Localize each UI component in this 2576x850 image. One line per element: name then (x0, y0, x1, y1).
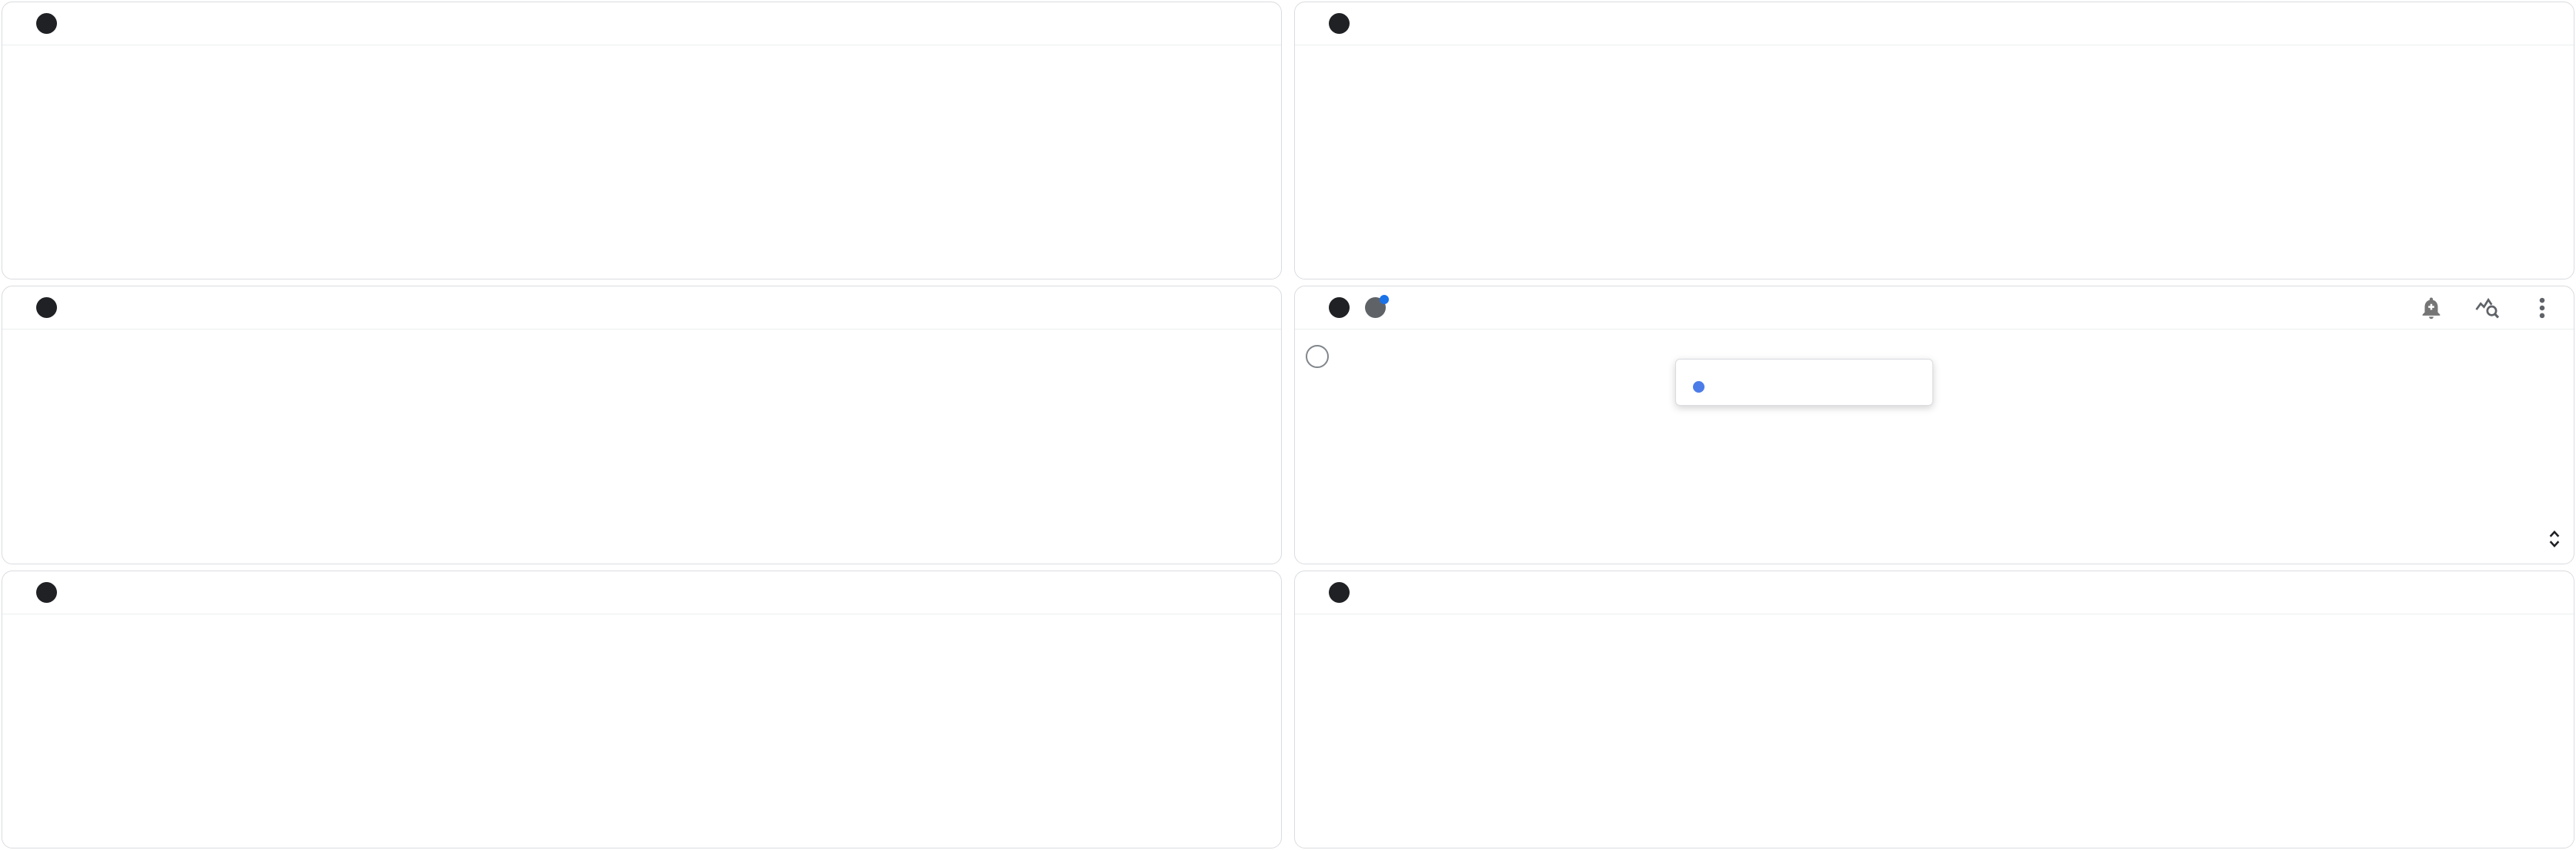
chart-legend (2, 244, 1281, 279)
chart-legend (2, 813, 1281, 848)
add-alert-button[interactable] (2418, 295, 2444, 321)
query-stats-icon (2475, 297, 2500, 319)
chart-actions (2418, 295, 2555, 321)
more-vert-icon (2539, 297, 2545, 319)
chart-legend (1295, 813, 2574, 848)
chart-area[interactable] (2, 45, 1281, 244)
help-icon[interactable] (36, 297, 57, 319)
chart-area[interactable] (1295, 614, 2574, 813)
help-icon[interactable] (1329, 297, 1350, 319)
chart-legend (2, 528, 1281, 563)
chart-header (2, 571, 1281, 614)
chart-legend (1295, 244, 2574, 279)
help-icon[interactable] (36, 581, 57, 603)
chart-area[interactable] (1295, 330, 2574, 528)
help-icon[interactable] (36, 13, 57, 34)
chart-card-container-cpu-utilization (2, 570, 1282, 848)
chart-card-request-count (2, 2, 1282, 280)
explore-metrics-button[interactable] (2474, 295, 2500, 321)
unfold-more-button[interactable] (2544, 527, 2564, 554)
chart-area[interactable] (2, 614, 1281, 813)
tooltip-series-marker (1693, 381, 1705, 393)
question-mark-icon[interactable] (1306, 345, 1329, 369)
chart-card-request-latencies (1294, 2, 2574, 280)
chart-legend (1295, 528, 2574, 563)
chart-tooltip (1675, 359, 1933, 407)
chart-area[interactable] (2, 330, 1281, 528)
chart-header (2, 286, 1281, 330)
chart-card-container-instance-count (2, 286, 1282, 564)
unfold-more-icon (2549, 530, 2560, 547)
chart-area[interactable] (1295, 45, 2574, 244)
chart-header (1295, 286, 2574, 330)
help-icon[interactable] (1329, 581, 1350, 603)
more-options-button[interactable] (2529, 295, 2555, 321)
chart-header (1295, 571, 2574, 614)
chart-header (1295, 2, 2574, 45)
help-icon[interactable] (1329, 13, 1350, 34)
chart-header (2, 2, 1281, 45)
add-alert-icon (2422, 297, 2441, 319)
info-icon[interactable] (1365, 295, 1389, 319)
notification-dot (1380, 295, 1389, 305)
chart-card-container-memory-utilization (1294, 570, 2574, 848)
chart-card-billable-container-instance-time (1294, 286, 2574, 564)
